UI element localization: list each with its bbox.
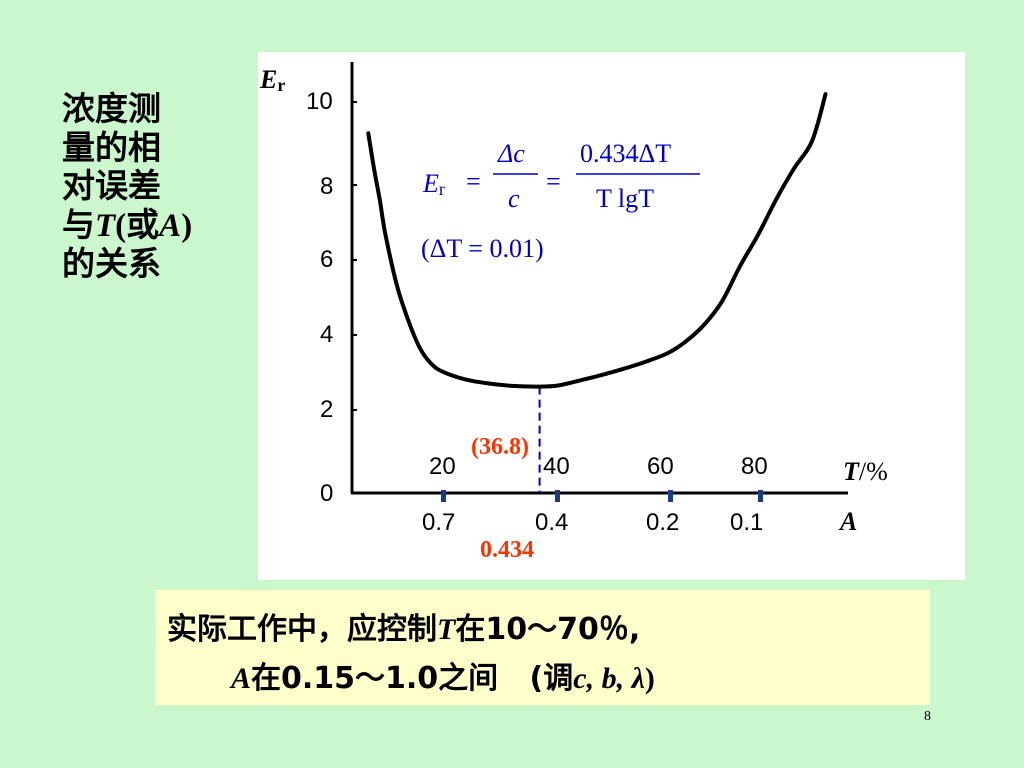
chart-panel: Er 0 2 4 6 8 10 20 40 60 80 T/% [258,52,965,580]
x-tick-label-T: 60 [647,453,674,480]
x-tick-label-A: 0.4 [535,509,568,536]
x-tick-label-T: 20 [429,453,456,480]
title-line-2: 量的相 [62,127,161,167]
x-axis-title-T-var: T [843,457,860,486]
title-line-4-mid: (或 [115,207,160,244]
note-line-1: 实际工作中，应控制T在10～70％, [167,604,640,648]
formula-Er-sub: r [439,179,445,199]
x-tick-group-A: 0.7 0.4 0.2 0.1 A [422,490,857,536]
formula-Er: Er [422,169,445,199]
y-axis-title-main: E [259,65,277,94]
title-line-5: 的关系 [62,244,161,283]
y-tick-label: 0 [320,480,333,507]
formula-condition: (ΔT = 0.01) [421,234,544,263]
formula-frac2-den: T lgT [596,184,654,213]
note-var-A: A [231,662,252,695]
y-tick-label: 8 [320,173,333,200]
title-line-1: 浓度测 [62,89,161,128]
note-paren-close: ) [644,662,655,695]
x-axis-title-T-unit: /% [859,457,888,486]
note-vars: c, b, λ [573,662,645,695]
formula-eq-1: = [466,167,481,196]
note-var-T: T [437,613,456,646]
y-axis-title-sub: r [277,75,285,95]
chart-svg: Er 0 2 4 6 8 10 20 40 60 80 T/% [259,62,888,563]
x-tick-mark-A [555,490,560,502]
y-tick-label: 10 [306,88,333,115]
title-var-A: A [159,207,182,244]
formula-Er-main: E [422,169,439,198]
note-line-1-prefix: 实际工作中，应控制 [167,612,437,647]
x-tick-mark-A [668,490,673,502]
note-paren-open: (调 [529,661,574,696]
x-axis-title-A: A [838,507,857,536]
note-box: 实际工作中，应控制T在10～70％, A在0.15～1.0之间 (调c, b, … [155,590,930,705]
minimum-T-label: (36.8) [471,434,529,460]
x-tick-label-A: 0.7 [422,509,455,536]
note-line-1-suffix: 在10～70％, [455,612,641,647]
formula-frac2-num: 0.434ΔT [580,139,671,168]
title-line-4-prefix: 与 [62,204,95,244]
x-tick-label-T: 80 [741,453,768,480]
x-tick-group-T: 20 40 60 80 T/% [429,453,888,486]
formula: Er = Δc c = 0.434ΔT T lgT (ΔT = 0.01) [421,139,700,263]
y-tick-group: 0 2 4 6 8 10 [306,88,357,507]
note-line-2: A在0.15～1.0之间 (调c, b, λ) [231,653,655,697]
x-tick-label-T: 40 [543,453,570,480]
x-tick-label-A: 0.1 [730,509,763,536]
note-line-2-mid: 在0.15～1.0之间 [251,661,499,696]
y-axis-title: Er [259,65,285,95]
x-axis-title-T: T/% [843,457,888,486]
formula-frac1-den: c [508,184,520,213]
x-tick-mark-A [758,490,763,502]
title-var-T: T [95,207,116,244]
y-tick-label: 4 [320,321,333,348]
x-tick-label-A: 0.2 [646,509,679,536]
x-tick-mark-A [441,490,446,502]
formula-frac1-num: Δc [497,139,525,168]
title-line-4-suffix: ) [181,207,193,244]
title-line-4: 与T(或A) [62,204,262,246]
formula-eq-2: = [546,167,561,196]
error-curve-line [366,92,828,389]
y-tick-label: 2 [320,396,333,423]
y-tick-label: 6 [320,246,333,273]
minimum-A-label: 0.434 [480,537,534,563]
slide-title: 浓度测 量的相 对误差 与T(或A) 的关系 [62,89,262,284]
title-line-3: 对误差 [62,166,161,205]
page-number: 8 [924,709,931,724]
